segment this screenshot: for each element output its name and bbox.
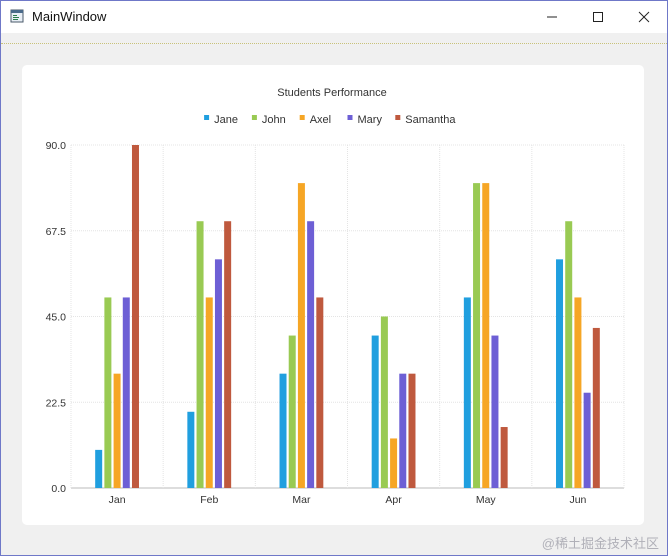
bar-axel-feb	[205, 297, 213, 488]
bar-jane-may	[463, 297, 471, 488]
y-tick-label: 67.5	[46, 226, 67, 238]
bar-chart: Students Performance Jane John Axel Mary Sama…	[46, 87, 625, 506]
maximize-button[interactable]	[575, 1, 621, 33]
legend-label-axel: Axel	[310, 114, 331, 126]
chart-view: Students Performance Jane John Axel Mary Sama…	[22, 65, 644, 525]
bar-jane-jan	[95, 449, 103, 488]
bar-mary-mar	[307, 221, 315, 488]
bar-axel-mar	[297, 183, 305, 488]
bar-john-may	[473, 183, 481, 488]
bar-mary-apr	[399, 373, 407, 488]
watermark-text: @稀土掘金技术社区	[541, 536, 659, 551]
window-title: MainWindow	[32, 9, 107, 24]
y-tick-label: 90.0	[46, 140, 67, 152]
app-window-icon	[10, 9, 24, 23]
legend-label-mary: Mary	[358, 114, 383, 126]
legend-marker-mary	[347, 115, 353, 120]
x-tick-label: Mar	[292, 494, 311, 506]
bar-john-feb	[196, 221, 204, 488]
chart-title: Students Performance	[277, 87, 386, 99]
y-tick-label: 0.0	[51, 483, 66, 495]
bar-samantha-feb	[224, 221, 232, 488]
legend-marker-samantha	[395, 115, 401, 120]
menu-strip	[1, 33, 667, 44]
y-tick-label: 22.5	[46, 397, 67, 409]
y-tick-label: 45.0	[46, 312, 67, 324]
minimize-icon	[547, 16, 557, 18]
bar-samantha-jan	[131, 145, 139, 488]
maximize-icon	[593, 12, 603, 22]
legend-label-jane: Jane	[214, 114, 238, 126]
bar-samantha-jun	[592, 327, 600, 488]
bar-axel-jun	[574, 297, 582, 488]
bar-mary-feb	[214, 259, 222, 488]
bar-john-jan	[104, 297, 112, 488]
bar-john-mar	[288, 335, 296, 488]
legend-marker-john	[251, 115, 257, 120]
bar-axel-apr	[390, 438, 398, 488]
legend-marker-axel	[299, 115, 305, 120]
bar-jane-mar	[279, 373, 287, 488]
x-tick-label: Apr	[385, 494, 402, 506]
bar-samantha-apr	[408, 373, 416, 488]
bar-axel-may	[482, 183, 490, 488]
close-button[interactable]	[621, 1, 667, 33]
bar-john-jun	[565, 221, 573, 488]
bar-jane-apr	[371, 335, 379, 488]
bar-axel-jan	[113, 373, 121, 488]
x-tick-label: Feb	[200, 494, 218, 506]
bar-jane-feb	[187, 411, 195, 488]
close-icon	[638, 11, 650, 23]
bar-jane-jun	[556, 259, 564, 488]
minimize-button[interactable]	[529, 1, 575, 33]
bar-mary-may	[491, 335, 499, 488]
bar-mary-jan	[122, 297, 130, 488]
legend-marker-jane	[204, 115, 210, 120]
x-tick-label: Jan	[109, 494, 126, 506]
x-tick-label: Jun	[569, 494, 586, 506]
bar-samantha-mar	[316, 297, 324, 488]
title-bar[interactable]: MainWindow	[1, 1, 667, 33]
bar-mary-jun	[583, 392, 591, 488]
legend-label-samantha: Samantha	[405, 114, 456, 126]
x-tick-label: May	[476, 494, 497, 506]
legend-label-john: John	[262, 114, 286, 126]
bar-john-apr	[380, 316, 388, 488]
bar-samantha-may	[500, 427, 508, 488]
